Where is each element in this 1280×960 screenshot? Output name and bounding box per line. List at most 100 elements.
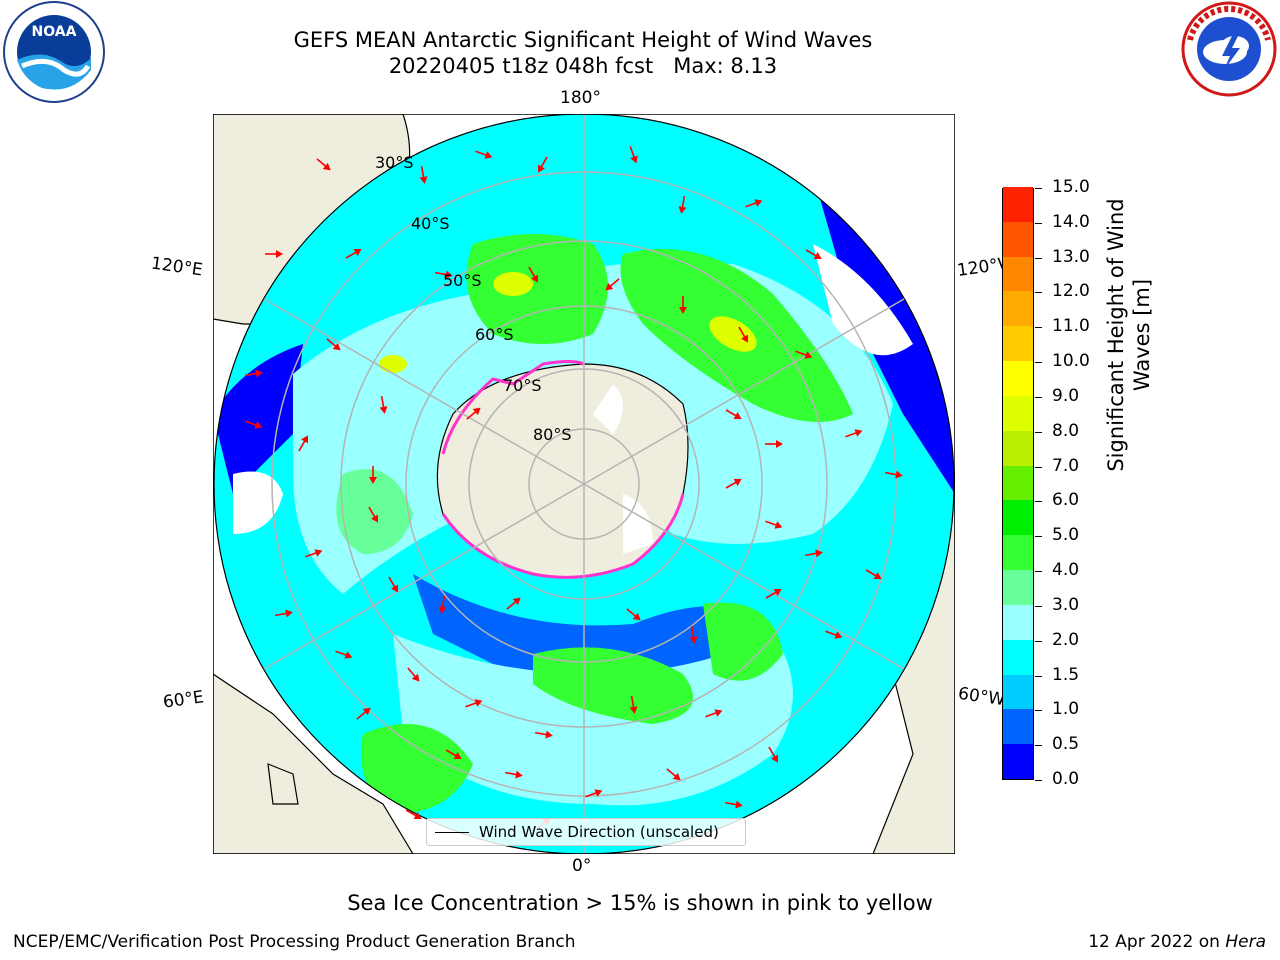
- polar-map: 30°S 40°S 50°S 60°S 70°S 80°S: [213, 114, 955, 854]
- colorbar-tick-label: 0.0: [1052, 769, 1080, 789]
- wave-direction-arrow: [438, 595, 447, 614]
- lat-label-40s: 40°S: [411, 214, 450, 233]
- wave-direction-arrow: [345, 249, 362, 259]
- wave-direction-arrow: [689, 625, 698, 644]
- colorbar-segment: [1003, 465, 1033, 501]
- colorbar-segment: [1003, 534, 1033, 571]
- colorbar-segment: [1003, 639, 1033, 675]
- colorbar-segment: [1003, 674, 1033, 710]
- wave-direction-arrow: [465, 699, 483, 708]
- colorbar-tick-label: 3.0: [1052, 594, 1080, 615]
- colorbar-segment: [1003, 360, 1033, 396]
- footer-credit: NCEP/EMC/Verification Post Processing Pr…: [13, 932, 576, 952]
- colorbar-tick: [1035, 536, 1042, 538]
- colorbar-tick-label: 1.0: [1052, 699, 1080, 720]
- sea-ice-note: Sea Ice Concentration > 15% is shown in …: [347, 891, 933, 915]
- wave-direction-arrow: [388, 576, 398, 593]
- wave-direction-arrow: [666, 768, 681, 781]
- wave-direction-arrow: [725, 479, 742, 489]
- lat-label-80s: 80°S: [533, 425, 572, 444]
- colorbar-tick-label: 5.0: [1052, 525, 1080, 546]
- colorbar-tick-label: 7.0: [1052, 455, 1080, 476]
- wave-direction-arrow: [445, 749, 462, 759]
- wave-direction-arrow: [805, 249, 822, 259]
- colorbar-tick-label: 10.0: [1052, 351, 1090, 372]
- wave-direction-arrow: [369, 466, 377, 484]
- wave-direction-arrow: [765, 520, 783, 529]
- wave-direction-arrow: [475, 150, 493, 159]
- colorbar-tick-label: 2.0: [1052, 629, 1080, 650]
- wave-direction-arrow: [765, 589, 782, 599]
- colorbar-segment: [1003, 395, 1033, 431]
- wave-direction-arrow: [316, 158, 331, 171]
- wave-direction-arrow: [725, 409, 742, 419]
- wave-direction-arrow: [629, 695, 638, 714]
- lon-label-180: 180°: [560, 88, 601, 108]
- colorbar-tick: [1035, 222, 1042, 224]
- chart-title: GEFS MEAN Antarctic Significant Height o…: [293, 28, 873, 52]
- wave-direction-arrow: [534, 730, 553, 739]
- wave-direction-arrow: [765, 440, 783, 448]
- wave-direction-arrow: [356, 707, 371, 720]
- colorbar-segment: [1003, 256, 1033, 292]
- legend-label: Wind Wave Direction (unscaled): [479, 823, 719, 841]
- graticule: [213, 114, 955, 854]
- wave-direction-arrow: [768, 746, 778, 763]
- colorbar-tick: [1035, 745, 1042, 747]
- wave-direction-arrow: [419, 165, 428, 184]
- wave-direction-arrow: [804, 549, 823, 558]
- wave-direction-arrow: [528, 266, 538, 283]
- lon-label-60e: 60°E: [161, 687, 206, 713]
- colorbar-tick-label: 13.0: [1052, 246, 1090, 267]
- colorbar-tick-label: 12.0: [1052, 281, 1090, 302]
- lat-label-30s: 30°S: [375, 153, 414, 172]
- colorbar-segment: [1003, 569, 1033, 605]
- wave-direction-arrow: [629, 146, 638, 164]
- wave-direction-arrow: [884, 470, 903, 479]
- wave-direction-arrow: [585, 789, 603, 798]
- colorbar-tick-label: 4.0: [1052, 560, 1080, 581]
- colorbar-tick: [1035, 605, 1042, 607]
- colorbar-tick: [1035, 466, 1042, 468]
- wave-direction-arrow: [379, 395, 388, 414]
- wave-direction-arrow: [265, 250, 283, 258]
- wave-direction-arrow: [865, 569, 882, 579]
- colorbar-tick: [1035, 571, 1042, 573]
- wave-direction-arrow: [626, 608, 641, 621]
- colorbar-tick-label: 1.5: [1052, 664, 1080, 685]
- footer-date-text: 12 Apr 2022 on: [1088, 932, 1226, 952]
- colorbar-segment: [1003, 430, 1033, 466]
- wave-direction-arrow: [825, 630, 843, 639]
- colorbar: [1002, 186, 1034, 780]
- chart-subtitle: 20220405 t18z 048h fcst Max: 8.13: [388, 54, 778, 78]
- wave-direction-arrow: [298, 435, 308, 452]
- colorbar-tick: [1035, 501, 1042, 503]
- colorbar-tick: [1035, 362, 1042, 364]
- colorbar-segment: [1003, 290, 1033, 327]
- wave-direction-arrow: [305, 549, 323, 558]
- wave-direction-arrow: [466, 407, 481, 420]
- footer-machine: Hera: [1225, 932, 1266, 952]
- wave-direction-arrow: [326, 338, 341, 351]
- lon-label-120e: 120°E: [149, 253, 204, 281]
- wave-direction-arrow: [407, 667, 420, 682]
- colorbar-tick-label: 9.0: [1052, 385, 1080, 406]
- colorbar-tick-label: 0.5: [1052, 734, 1080, 755]
- wave-direction-arrow: [705, 709, 723, 718]
- wave-direction-arrow: [538, 156, 548, 173]
- colorbar-tick: [1035, 292, 1042, 294]
- wave-direction-arrow: [368, 506, 378, 523]
- nws-logo-icon: [1181, 1, 1277, 97]
- map-legend: Wind Wave Direction (unscaled): [426, 818, 746, 846]
- colorbar-tick: [1035, 257, 1042, 259]
- colorbar-tick-label: 14.0: [1052, 211, 1090, 232]
- colorbar-title: Significant Height of Wind Waves [m]: [1104, 198, 1154, 472]
- colorbar-tick: [1035, 640, 1042, 642]
- wave-direction-arrow: [745, 199, 763, 208]
- wave-direction-arrow: [405, 809, 422, 819]
- colorbar-tick: [1035, 710, 1042, 712]
- lon-label-60w: 60°W: [956, 683, 1007, 711]
- wave-direction-arrow: [724, 800, 743, 809]
- footer-date: 12 Apr 2022 on Hera: [1088, 932, 1266, 952]
- colorbar-segment: [1003, 325, 1033, 362]
